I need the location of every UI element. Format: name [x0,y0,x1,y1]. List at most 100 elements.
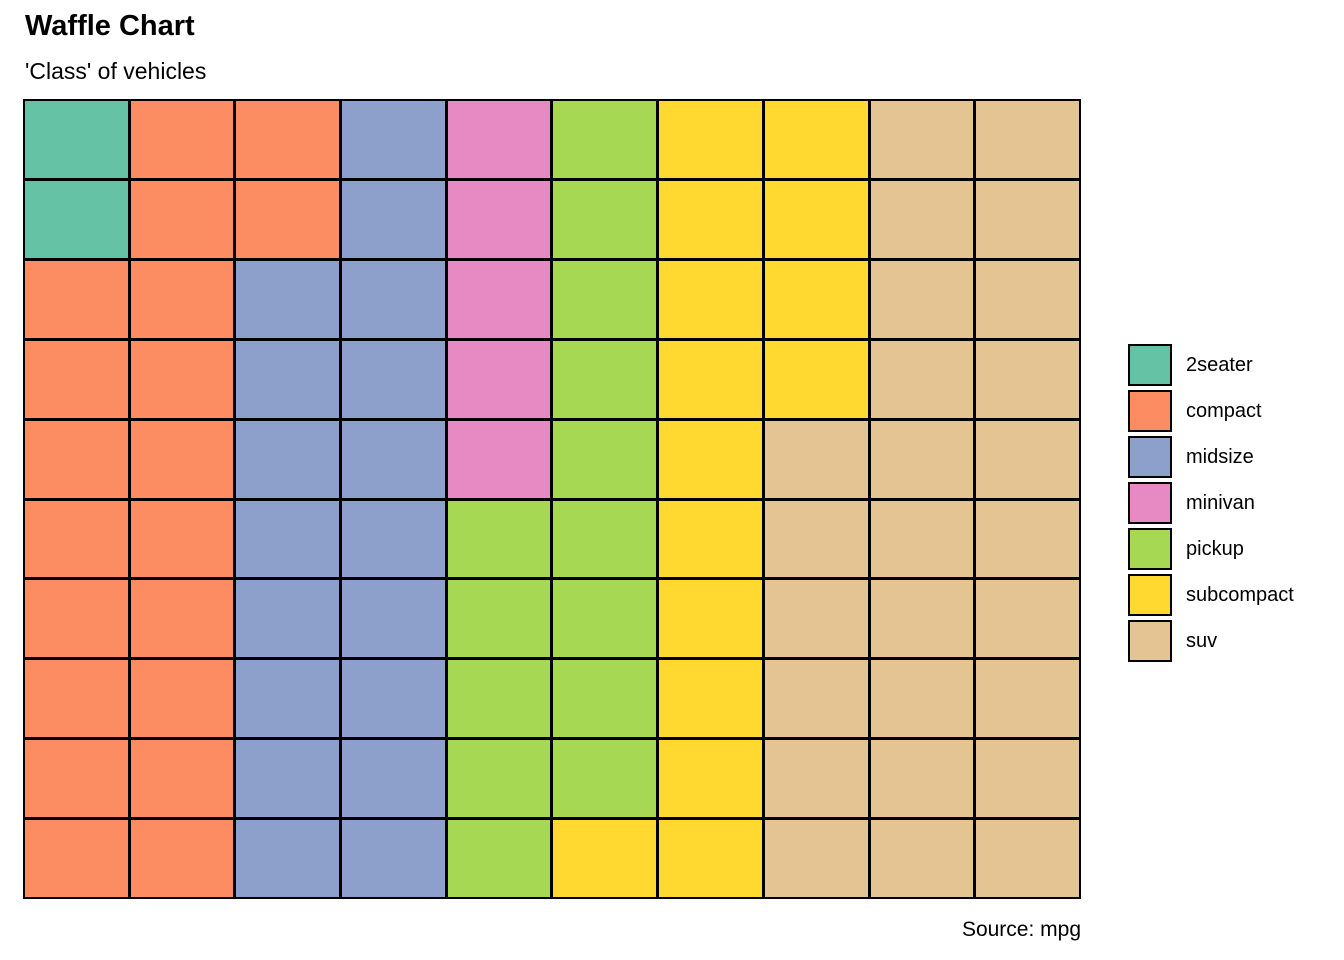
waffle-cell-suv [764,420,868,498]
waffle-cell-midsize [342,101,445,178]
waffle-cell-suv [870,580,974,658]
waffle-cell-compact [130,260,234,338]
waffle-cell-subcompact [764,340,868,418]
waffle-cell-compact [130,820,234,897]
waffle-cell-2seater [25,101,128,178]
waffle-cell-compact [130,180,234,258]
legend-item-subcompact: subcompact [1128,574,1294,616]
waffle-cell-pickup [553,580,657,658]
waffle-cell-compact [130,101,234,178]
waffle-cell-compact [236,101,340,178]
waffle-cell-compact [25,660,128,738]
waffle-cell-compact [130,500,234,578]
waffle-cell-subcompact [659,340,762,418]
waffle-cell-suv [870,740,974,818]
waffle-cell-minivan [447,180,551,258]
waffle-cell-suv [976,740,1079,818]
chart-subtitle: 'Class' of vehicles [25,58,207,84]
waffle-cell-compact [25,260,128,338]
waffle-cell-pickup [553,260,657,338]
legend-item-2seater: 2seater [1128,344,1294,386]
waffle-cell-midsize [342,420,445,498]
waffle-cell-suv [764,820,868,897]
waffle-cell-subcompact [659,660,762,738]
waffle-cell-suv [976,260,1079,338]
waffle-cell-midsize [236,580,340,658]
waffle-cell-minivan [447,260,551,338]
legend-label: minivan [1186,491,1255,514]
waffle-cell-subcompact [659,500,762,578]
waffle-cell-midsize [342,500,445,578]
legend-label: compact [1186,399,1262,422]
waffle-cell-compact [130,660,234,738]
legend-label: subcompact [1186,583,1294,606]
legend-item-minivan: minivan [1128,482,1294,524]
waffle-cell-pickup [553,660,657,738]
waffle-cell-pickup [553,101,657,178]
legend-swatch-compact [1128,390,1172,432]
waffle-cell-pickup [447,740,551,818]
waffle-cell-suv [870,340,974,418]
waffle-cell-suv [870,500,974,578]
waffle-cell-midsize [342,180,445,258]
waffle-cell-compact [25,820,128,897]
waffle-cell-midsize [236,340,340,418]
waffle-cell-suv [870,101,974,178]
waffle-cell-pickup [447,580,551,658]
waffle-cell-suv [764,660,868,738]
waffle-cell-pickup [553,740,657,818]
waffle-cell-midsize [236,740,340,818]
waffle-cell-compact [236,180,340,258]
waffle-cell-subcompact [659,260,762,338]
waffle-cell-subcompact [659,820,762,897]
waffle-cell-minivan [447,340,551,418]
legend-swatch-subcompact [1128,574,1172,616]
waffle-cell-minivan [447,101,551,178]
waffle-cell-compact [25,420,128,498]
legend-swatch-minivan [1128,482,1172,524]
waffle-cell-midsize [236,660,340,738]
legend-label: pickup [1186,537,1244,560]
waffle-cell-pickup [553,500,657,578]
waffle-cell-subcompact [659,580,762,658]
waffle-cell-compact [25,340,128,418]
waffle-cell-compact [25,580,128,658]
waffle-cell-subcompact [659,740,762,818]
waffle-cell-suv [870,820,974,897]
waffle-cell-suv [976,580,1079,658]
waffle-cell-midsize [342,740,445,818]
waffle-cell-pickup [553,340,657,418]
waffle-cell-subcompact [764,180,868,258]
waffle-cell-subcompact [764,101,868,178]
waffle-cell-suv [764,740,868,818]
legend: 2seater compact midsize minivan pickup subcom… [1128,344,1294,662]
waffle-cell-suv [976,180,1079,258]
waffle-cell-pickup [553,420,657,498]
waffle-cell-suv [976,660,1079,738]
legend-label: suv [1186,629,1218,652]
waffle-cell-suv [764,580,868,658]
waffle-cell-midsize [236,420,340,498]
waffle-cell-subcompact [553,820,657,897]
waffle-cell-pickup [447,660,551,738]
waffle-cell-subcompact [764,260,868,338]
waffle-cell-pickup [447,820,551,897]
legend-swatch-2seater [1128,344,1172,386]
legend-item-suv: suv [1128,620,1294,662]
legend-swatch-midsize [1128,436,1172,478]
waffle-cell-compact [130,580,234,658]
waffle-grid [23,99,1081,899]
legend-item-compact: compact [1128,390,1294,432]
waffle-cell-suv [976,820,1079,897]
waffle-cell-suv [870,180,974,258]
waffle-cell-subcompact [659,101,762,178]
waffle-cell-compact [130,420,234,498]
waffle-cell-subcompact [659,180,762,258]
source-caption: Source: mpg [961,918,1081,941]
waffle-cell-suv [870,660,974,738]
waffle-cell-midsize [342,260,445,338]
chart-title: Waffle Chart [25,10,195,42]
waffle-cell-compact [25,500,128,578]
legend-swatch-pickup [1128,528,1172,570]
